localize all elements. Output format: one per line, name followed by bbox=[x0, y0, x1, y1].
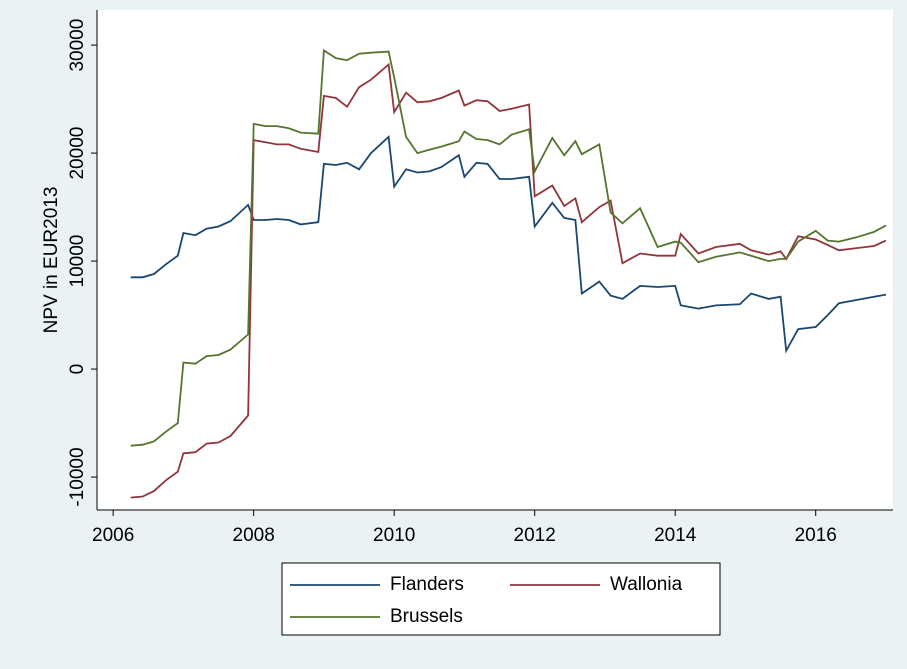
x-tick-label: 2008 bbox=[233, 525, 275, 546]
plot-area bbox=[97, 10, 893, 510]
y-tick-label: 10000 bbox=[67, 235, 88, 288]
series-line bbox=[130, 62, 887, 499]
legend-label: Wallonia bbox=[610, 574, 683, 595]
y-axis-label: NPV in EUR2013 bbox=[41, 187, 62, 334]
y-tick-label: -10000 bbox=[67, 447, 88, 506]
series-line bbox=[130, 135, 887, 354]
y-tick-label: 20000 bbox=[67, 127, 88, 180]
legend-label: Flanders bbox=[390, 574, 464, 595]
x-tick-label: 2012 bbox=[514, 525, 556, 546]
legend-label: Brussels bbox=[390, 606, 463, 627]
x-tick-label: 2016 bbox=[795, 525, 837, 546]
legend bbox=[281, 562, 721, 636]
x-tick-label: 2014 bbox=[654, 525, 697, 546]
series-line bbox=[130, 48, 887, 447]
x-tick-label: 2010 bbox=[373, 525, 415, 546]
x-tick-label: 2006 bbox=[92, 525, 134, 546]
y-tick-label: 30000 bbox=[67, 19, 88, 72]
y-tick-label: 0 bbox=[67, 364, 88, 375]
